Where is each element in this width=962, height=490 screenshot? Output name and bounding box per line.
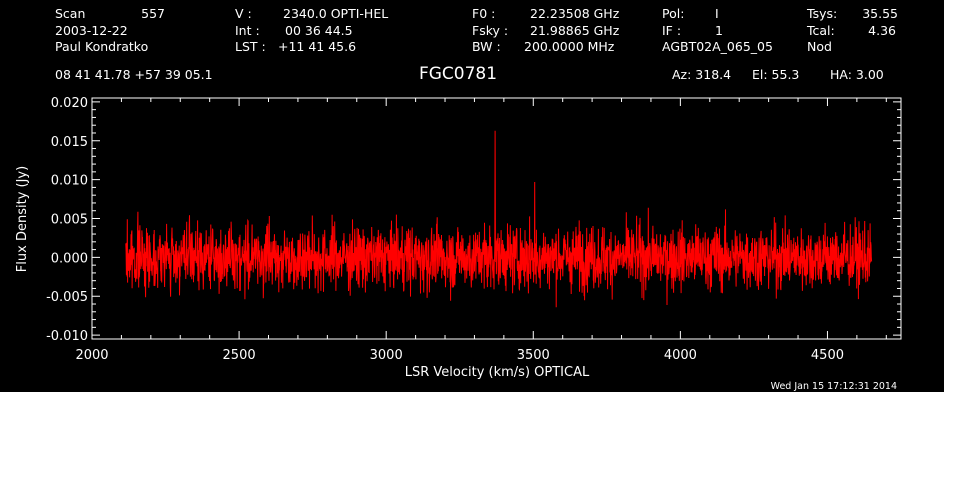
spectrum-trace	[125, 130, 873, 308]
tcal-value: 4.36	[868, 23, 896, 38]
scan-number: 557	[141, 6, 165, 21]
y-axis-label: Flux Density (Jy)	[15, 166, 30, 272]
azimuth: Az: 318.4	[672, 67, 731, 82]
tsys-label: Tsys:	[806, 6, 837, 21]
x-tick-label: 2500	[223, 348, 256, 363]
if-value: 1	[715, 23, 723, 38]
if-label: IF :	[662, 23, 681, 38]
tsys-value: 35.55	[862, 6, 898, 21]
project-id: AGBT02A_065_05	[662, 39, 773, 54]
x-tick-label: 3500	[517, 348, 550, 363]
x-tick-label: 2000	[75, 348, 108, 363]
elevation: El: 55.3	[752, 67, 799, 82]
x-tick-label: 3000	[370, 348, 403, 363]
y-tick-label: 0.010	[51, 174, 88, 189]
pol-label: Pol:	[662, 6, 684, 21]
x-axis-label: LSR Velocity (km/s) OPTICAL	[405, 365, 590, 380]
plot-panel: Scan 557 2003-12-22 Paul Kondratko V : 2…	[0, 0, 944, 392]
plot-frame	[91, 97, 902, 340]
plot-axes: 2000 2500 3000 3500 4000 4500 -0.010 -0.005 0.00…	[46, 96, 902, 363]
tcal-label: Tcal:	[806, 23, 835, 38]
pol-value: I	[715, 6, 719, 21]
f0-label: F0 :	[472, 6, 495, 21]
fsky-label: Fsky :	[472, 23, 508, 38]
y-tick-label: 0.015	[51, 135, 88, 150]
int-value: 00 36 44.5	[285, 23, 353, 38]
hour-angle: HA: 3.00	[830, 67, 884, 82]
observer-name: Paul Kondratko	[55, 39, 148, 54]
f0-value: 22.23508 GHz	[530, 6, 620, 21]
lst-value: +11 41 45.6	[278, 39, 356, 54]
lst-label: LST :	[235, 39, 266, 54]
y-tick-label: 0.000	[51, 251, 88, 266]
x-tick-label: 4000	[664, 348, 697, 363]
scan-label: Scan	[55, 6, 85, 21]
spectrum-plot: Scan 557 2003-12-22 Paul Kondratko V : 2…	[15, 6, 902, 392]
int-label: Int :	[235, 23, 260, 38]
bw-label: BW :	[472, 39, 501, 54]
x-tick-label: 4500	[811, 348, 844, 363]
header-block: Scan 557 2003-12-22 Paul Kondratko V : 2…	[55, 6, 898, 84]
fsky-value: 21.98865 GHz	[530, 23, 620, 38]
spectrum-line	[125, 130, 873, 308]
source-name: FGC0781	[419, 64, 497, 84]
y-tick-label: 0.005	[51, 213, 88, 228]
bw-value: 200.0000 MHz	[524, 39, 615, 54]
obs-date: 2003-12-22	[55, 23, 128, 38]
velocity-label: V :	[235, 6, 252, 21]
velocity-value: 2340.0 OPTI-HEL	[283, 6, 388, 21]
y-tick-label: 0.020	[51, 96, 88, 111]
obs-mode: Nod	[807, 39, 832, 54]
source-coordinates: 08 41 41.78 +57 39 05.1	[55, 67, 213, 82]
y-tick-label: -0.010	[46, 329, 88, 344]
timestamp: Wed Jan 15 17:12:31 2014	[771, 381, 897, 392]
y-tick-label: -0.005	[46, 290, 88, 305]
